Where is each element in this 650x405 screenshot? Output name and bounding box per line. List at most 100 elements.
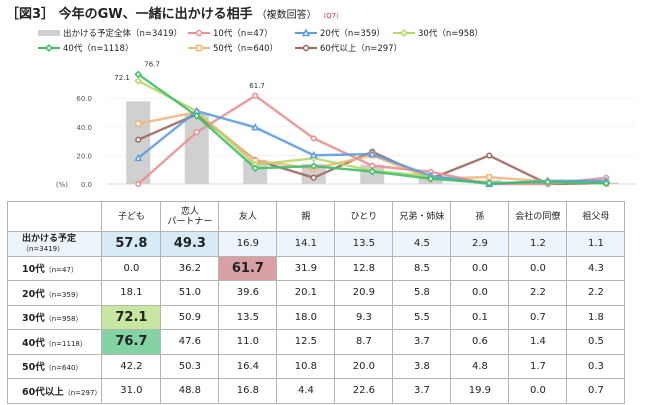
table-cell: 11.0 bbox=[218, 329, 278, 355]
table-cell: 0.1 bbox=[450, 304, 510, 330]
legend-label: 50代（n=640） bbox=[213, 44, 279, 54]
table-cell: 19.9 bbox=[450, 378, 510, 404]
table-row: 出かける予定 （n=3419） 57.8 49.3 16.9 14.1 13.5 4.5 2.9… bbox=[6, 231, 626, 257]
legend-swatch bbox=[38, 43, 60, 53]
table-cell: 4.5 bbox=[392, 231, 452, 257]
row-header: 50代（n=640） bbox=[6, 353, 103, 379]
data-point bbox=[251, 123, 260, 131]
column-header: 親 bbox=[276, 201, 336, 232]
table-cell: 2.9 bbox=[450, 231, 510, 257]
legend-label: 30代（n=958） bbox=[418, 29, 484, 39]
legend-item: 出かける予定全体（n=3419） bbox=[38, 27, 182, 39]
column-header: 祖父母 bbox=[566, 201, 626, 232]
table-cell: 4.4 bbox=[276, 378, 336, 404]
table-cell: 22.6 bbox=[334, 378, 394, 404]
data-point bbox=[134, 70, 143, 79]
table-cell: 20.0 bbox=[334, 353, 394, 379]
question-code: （Q7） bbox=[322, 12, 344, 20]
table-cell: 8.5 bbox=[392, 255, 452, 281]
table-cell: 16.9 bbox=[218, 231, 278, 257]
title-sub: （複数回答） bbox=[256, 10, 317, 21]
data-point bbox=[309, 150, 318, 159]
column-header: ひとり bbox=[334, 201, 394, 232]
data-point bbox=[368, 167, 377, 176]
row-header: 出かける予定 （n=3419） bbox=[6, 231, 103, 257]
table-cell: 0.0 bbox=[450, 255, 510, 281]
data-point bbox=[252, 92, 259, 99]
legend-item: 40代（n=1118） bbox=[38, 42, 133, 54]
line-bar-chart: 0.0 20.0 40.0 60.0 (%) 76.7 72.1 61.7 bbox=[56, 60, 636, 189]
data-point bbox=[193, 129, 200, 136]
table-cell: 51.0 bbox=[160, 280, 220, 306]
row-label: 30代 bbox=[22, 313, 45, 325]
table-cell: 13.5 bbox=[334, 231, 394, 257]
y-tick-label: 60.0 bbox=[76, 95, 92, 103]
row-header: 40代（n=1118） bbox=[6, 329, 103, 355]
row-header: 20代（n=359） bbox=[6, 280, 103, 306]
data-point bbox=[134, 153, 143, 162]
table-cell: 3.7 bbox=[392, 329, 452, 355]
table-cell: 3.8 bbox=[392, 353, 452, 379]
table-row: 10代（n=47） 0.0 36.2 61.7 31.9 12.8 8.5 0.0 0.0 4.3 bbox=[6, 255, 626, 281]
row-sample-size: （n=958） bbox=[44, 315, 83, 324]
data-point bbox=[543, 178, 552, 186]
data-point bbox=[485, 179, 494, 188]
row-sample-size: （n=47） bbox=[44, 266, 78, 275]
table-cell: 10.8 bbox=[276, 353, 336, 379]
row-label: 50代 bbox=[22, 362, 45, 374]
table-cell: 0.6 bbox=[450, 329, 510, 355]
title-main: ［図3］ 今年のGW、一緒に出かける相手 bbox=[6, 7, 253, 22]
table-cell: 1.8 bbox=[566, 304, 626, 330]
table-cell: 13.5 bbox=[218, 304, 278, 330]
legend-item: 30代（n=958） bbox=[393, 27, 483, 39]
table-cell: 4.3 bbox=[566, 255, 626, 281]
data-point bbox=[135, 180, 142, 188]
table-cell: 1.7 bbox=[508, 353, 568, 379]
legend-swatch bbox=[393, 28, 415, 38]
table-cell: 12.8 bbox=[334, 255, 394, 281]
table-cell: 0.0 bbox=[450, 280, 510, 306]
column-header: 孫 bbox=[450, 201, 510, 232]
data-point bbox=[486, 174, 493, 181]
table-cell: 18.1 bbox=[101, 280, 162, 306]
table-cell: 20.1 bbox=[276, 280, 336, 306]
data-point bbox=[310, 135, 317, 142]
table-cell: 18.0 bbox=[276, 304, 336, 330]
legend-marker bbox=[195, 29, 203, 37]
table-cell: 9.3 bbox=[334, 304, 394, 330]
table-cell: 16.8 bbox=[218, 378, 278, 404]
legend-bar-swatch bbox=[38, 30, 60, 36]
legend-swatch bbox=[295, 28, 317, 37]
data-label: 76.7 bbox=[144, 60, 160, 68]
table-row: 20代（n=359） 18.1 51.0 39.6 20.1 20.9 5.8 0.0 2.2 2… bbox=[6, 280, 626, 306]
table-cell: 2.2 bbox=[508, 280, 568, 306]
table-cell: 0.3 bbox=[566, 353, 626, 379]
table-cell: 50.9 bbox=[160, 304, 220, 330]
table-cell: 8.7 bbox=[334, 329, 394, 355]
legend-swatch bbox=[188, 44, 210, 52]
data-point bbox=[486, 152, 493, 159]
row-label: 10代 bbox=[22, 264, 45, 276]
legend-item: 10代（n=47） bbox=[188, 27, 273, 39]
row-label: 60代以上 bbox=[22, 386, 64, 398]
row-sample-size: （n=1118） bbox=[44, 339, 87, 348]
legend-item: 50代（n=640） bbox=[188, 42, 278, 54]
row-sample-size: （n=3419） bbox=[22, 244, 65, 253]
data-point bbox=[602, 179, 611, 188]
chart-title: ［図3］ 今年のGW、一緒に出かける相手 （複数回答） （Q7） bbox=[6, 3, 343, 22]
column-header: 子ども bbox=[101, 201, 162, 232]
table-cell: 72.1 bbox=[101, 304, 162, 330]
table-row: 50代（n=640） 42.2 50.3 16.4 10.8 20.0 3.8 4.8 1.7 0… bbox=[6, 353, 626, 379]
data-point bbox=[426, 174, 435, 183]
table-corner bbox=[6, 201, 103, 232]
legend-swatch bbox=[188, 29, 210, 37]
table-cell: 61.7 bbox=[218, 255, 278, 281]
legend-label: 出かける予定全体（n=3419） bbox=[63, 29, 183, 39]
legend-label: 10代（n=47） bbox=[213, 29, 273, 39]
row-label: 20代 bbox=[22, 288, 45, 300]
y-tick-label: 20.0 bbox=[76, 152, 92, 160]
table-cell: 1.4 bbox=[508, 329, 568, 355]
table-cell: 0.7 bbox=[508, 304, 568, 330]
row-label: 40代 bbox=[22, 337, 45, 349]
legend-label: 20代（n=359） bbox=[320, 29, 386, 39]
